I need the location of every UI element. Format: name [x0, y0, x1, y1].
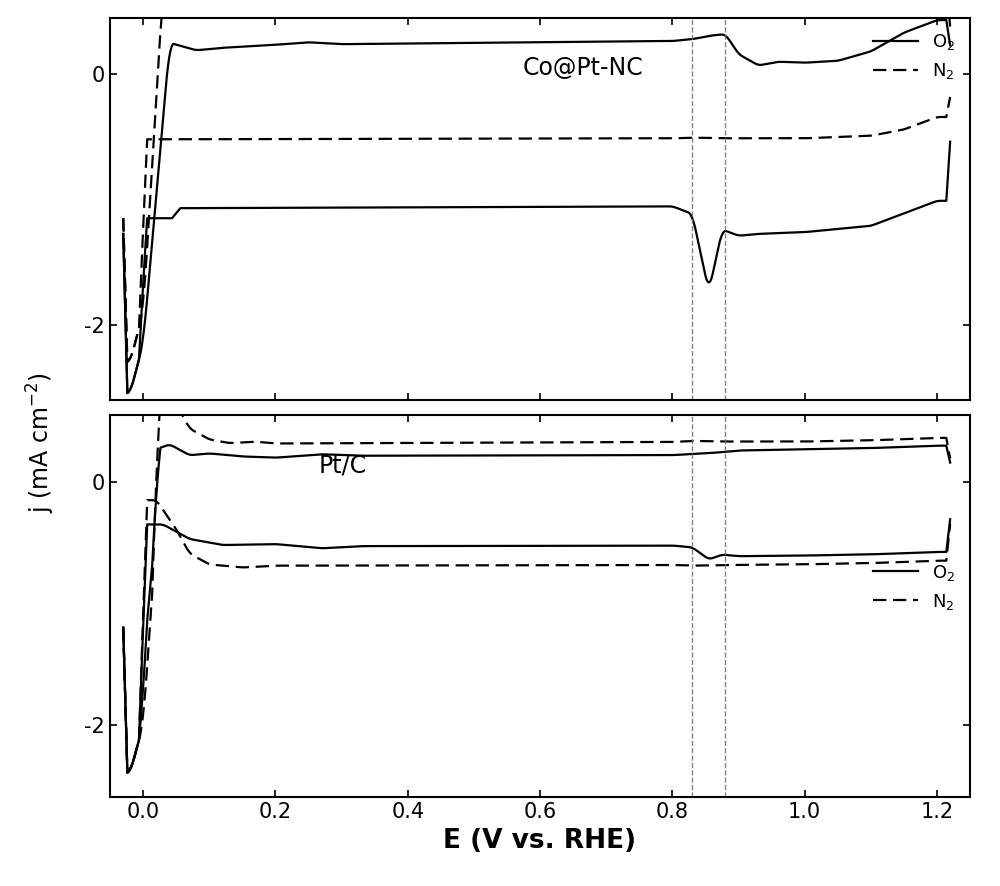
Legend: O$_2$, N$_2$: O$_2$, N$_2$ — [867, 27, 961, 87]
Text: Pt/C: Pt/C — [318, 454, 366, 478]
Legend: O$_2$, N$_2$: O$_2$, N$_2$ — [867, 557, 961, 618]
X-axis label: E (V vs. RHE): E (V vs. RHE) — [443, 828, 637, 854]
Text: Co@Pt-NC: Co@Pt-NC — [523, 56, 643, 80]
Text: j (mA cm$^{-2}$): j (mA cm$^{-2}$) — [25, 373, 57, 513]
